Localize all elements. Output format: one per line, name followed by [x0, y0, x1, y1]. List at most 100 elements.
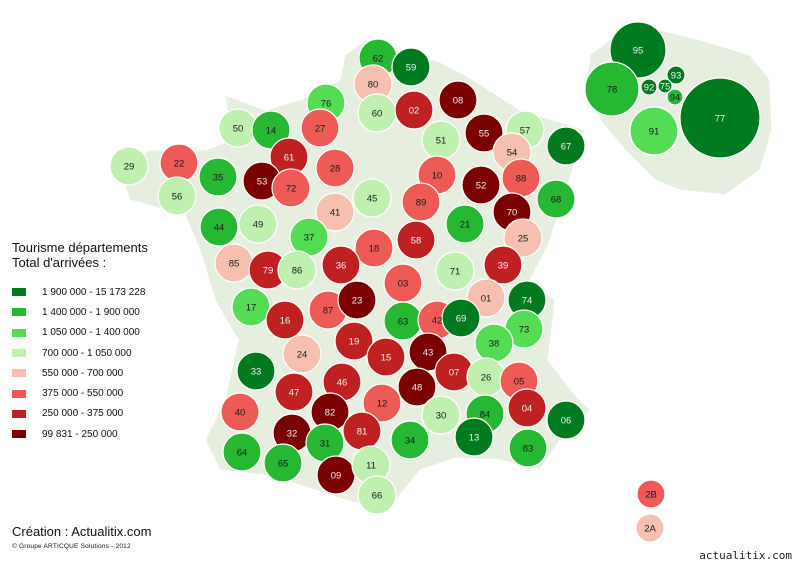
legend-swatch	[12, 430, 26, 439]
department-67	[546, 126, 586, 166]
department-label: 23	[352, 296, 363, 307]
department-2B	[636, 479, 666, 509]
department-label: 22	[174, 159, 185, 170]
department-label: 35	[213, 173, 224, 184]
legend-swatch	[12, 328, 26, 337]
department-label: 74	[522, 296, 533, 307]
department-71	[435, 251, 475, 291]
department-label: 09	[331, 471, 342, 482]
department-56	[157, 176, 197, 216]
department-15	[366, 337, 406, 377]
department-19	[334, 321, 374, 361]
department-label: 91	[649, 127, 660, 138]
watermark: actualitix.com	[699, 549, 792, 562]
department-label: 84	[480, 410, 491, 421]
department-39	[483, 245, 523, 285]
department-label: 2B	[645, 490, 657, 501]
department-label: 02	[409, 106, 420, 117]
department-label: 18	[369, 244, 380, 255]
department-label: 07	[449, 368, 460, 379]
department-label: 34	[405, 436, 416, 447]
department-label: 45	[367, 194, 378, 205]
department-40	[220, 392, 260, 432]
department-52	[461, 165, 501, 205]
department-24	[282, 334, 322, 374]
credit-creation: Création : Actualitix.com	[12, 524, 152, 539]
department-66	[357, 475, 397, 515]
department-77	[679, 77, 761, 159]
legend-swatch	[12, 369, 26, 378]
department-04	[507, 388, 547, 428]
department-label: 87	[323, 306, 334, 317]
department-44	[199, 207, 239, 247]
department-label: 77	[715, 114, 726, 125]
department-18	[354, 228, 394, 268]
department-label: 41	[330, 208, 341, 219]
department-label: 79	[263, 266, 274, 277]
legend-swatch	[12, 409, 26, 418]
department-label: 19	[349, 337, 360, 348]
department-58	[396, 220, 436, 260]
department-label: 62	[373, 54, 384, 65]
department-label: 70	[507, 208, 518, 219]
department-93	[666, 65, 686, 85]
department-06	[546, 400, 586, 440]
department-label: 11	[366, 461, 376, 472]
department-label: 12	[377, 399, 388, 410]
department-label: 64	[237, 448, 248, 459]
department-label: 92	[644, 83, 655, 94]
map-legend: Tourisme départements Total d'arrivées :…	[12, 240, 212, 444]
department-75	[657, 78, 673, 94]
legend-item: 99 831 - 250 000	[12, 424, 212, 444]
legend-item: 1 900 000 - 15 173 228	[12, 282, 212, 302]
department-label: 85	[229, 259, 240, 270]
department-label: 17	[246, 303, 257, 314]
credits: Création : Actualitix.com © Groupe ARTIC…	[12, 524, 151, 550]
department-59	[391, 47, 431, 87]
department-86	[277, 250, 317, 290]
department-label: 60	[372, 109, 383, 120]
department-label: 72	[286, 184, 297, 195]
department-label: 81	[357, 427, 368, 438]
department-label: 38	[489, 339, 500, 350]
department-72	[271, 168, 311, 208]
department-25	[503, 218, 543, 258]
department-label: 50	[233, 124, 244, 135]
department-label: 53	[257, 177, 268, 188]
department-label: 29	[124, 162, 135, 173]
legend-title-line1: Tourisme départements	[12, 240, 148, 255]
department-label: 33	[251, 367, 262, 378]
legend-label: 1 900 000 - 15 173 228	[42, 286, 146, 298]
legend-item: 1 400 000 - 1 900 000	[12, 302, 212, 322]
department-label: 32	[287, 429, 298, 440]
department-label: 39	[498, 261, 509, 272]
department-label: 25	[518, 234, 529, 245]
department-45	[352, 178, 392, 218]
department-label: 88	[516, 174, 527, 185]
legend-swatch	[12, 308, 26, 317]
legend-swatch	[12, 349, 26, 358]
department-label: 48	[412, 383, 423, 394]
legend-label: 99 831 - 250 000	[42, 428, 118, 440]
legend-item: 700 000 - 1 050 000	[12, 343, 212, 363]
department-label: 37	[304, 233, 315, 244]
department-label: 75	[660, 82, 671, 93]
department-78	[584, 61, 640, 117]
department-33	[236, 351, 276, 391]
legend-label: 250 000 - 375 000	[42, 408, 124, 420]
department-69	[441, 298, 481, 338]
department-92	[640, 78, 658, 96]
legend-items: 1 900 000 - 15 173 228 1 400 000 - 1 900…	[12, 282, 212, 444]
department-label: 42	[432, 316, 443, 327]
department-label: 51	[436, 136, 447, 147]
legend-label: 375 000 - 550 000	[42, 388, 124, 400]
department-label: 55	[479, 129, 490, 140]
legend-label: 550 000 - 700 000	[42, 367, 124, 379]
department-label: 26	[481, 373, 492, 384]
department-02	[394, 90, 434, 130]
department-label: 54	[507, 148, 518, 159]
department-label: 40	[235, 408, 246, 419]
department-41	[315, 192, 355, 232]
department-17	[231, 287, 271, 327]
department-label: 65	[278, 459, 289, 470]
